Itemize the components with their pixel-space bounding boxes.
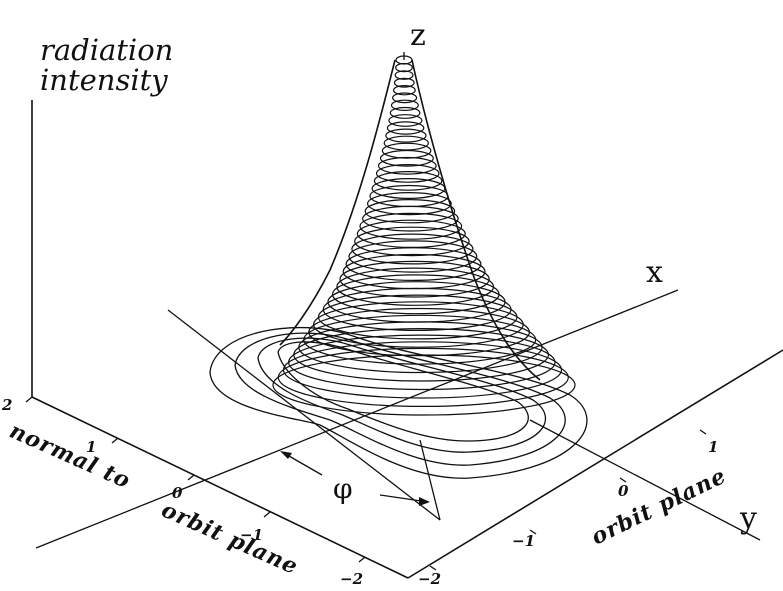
left-axis-title-1: normal to: [6, 418, 135, 494]
right-tick-label: 1: [708, 438, 718, 456]
peak-outline-left: [279, 59, 396, 346]
peak-outline-right: [411, 59, 541, 381]
tick-mark: [358, 556, 366, 563]
left-tick-label: 0: [172, 484, 183, 502]
tick-mark: [25, 396, 33, 403]
peak-surface: [272, 55, 576, 416]
peak-ring: [359, 212, 463, 240]
tick-mark: [187, 474, 195, 481]
right-axis-title: orbit plane: [587, 463, 730, 551]
contour-ring: [234, 332, 566, 466]
peak-ring: [377, 156, 437, 175]
y-axis-line-back: [167, 309, 441, 521]
peak-ring: [272, 354, 576, 416]
left-tick-label: 1: [86, 438, 96, 456]
peak-ring: [388, 114, 423, 127]
peak-ring: [362, 205, 459, 232]
contour-ring: [277, 341, 529, 442]
left-tick-label: −1: [240, 526, 263, 544]
ylabel-line2: intensity: [40, 63, 168, 97]
tick-mark: [111, 437, 119, 444]
left-axis-ticks: [25, 396, 366, 563]
phi-arrowhead-right: [419, 497, 430, 506]
left-axis-title-2: orbit plane: [158, 497, 303, 580]
peak-ring: [385, 128, 427, 143]
base-front-right-edge: [407, 349, 783, 579]
phi-ray: [419, 439, 441, 521]
peak-ring: [394, 70, 414, 80]
peak-ring: [339, 260, 490, 298]
right-axis-ticks: [429, 429, 707, 571]
peak-ring: [395, 62, 413, 73]
contour-ring: [257, 337, 546, 453]
tick-mark: [429, 565, 437, 571]
tick-mark: [619, 477, 627, 483]
peak-ring: [369, 184, 449, 208]
peak-ring: [393, 77, 415, 88]
phi-arrowhead-left: [280, 451, 292, 459]
peak-ring: [386, 121, 425, 135]
peak-ring: [390, 99, 419, 112]
tick-mark: [529, 529, 537, 535]
x-axis-line: [35, 289, 679, 549]
peak-ring: [351, 233, 474, 265]
peak-ring: [345, 247, 482, 282]
peak-ring: [367, 192, 452, 216]
right-tick-label: −1: [512, 532, 535, 550]
right-tick-label: −2: [418, 570, 441, 588]
peak-ring: [373, 170, 443, 191]
left-tick-label: 2: [1, 396, 12, 414]
base-contours: [209, 326, 588, 479]
right-tick-label: 0: [618, 482, 629, 500]
ylabel-line1: radiation: [40, 33, 173, 67]
z-axis-label: z: [410, 18, 426, 53]
left-tick-label: −2: [340, 570, 363, 588]
peak-ring: [393, 84, 416, 96]
contour-ring: [209, 326, 588, 479]
tick-mark: [699, 429, 707, 435]
y-axis-line-front: [529, 419, 761, 541]
peak-ring: [364, 198, 456, 224]
base-front-left-edge: [31, 396, 409, 579]
peak-ring: [375, 163, 440, 183]
peak-ring: [392, 92, 418, 104]
peak-ring: [379, 149, 434, 167]
x-axis-label: x: [646, 255, 663, 290]
peak-ring: [389, 106, 421, 119]
peak-ring: [354, 226, 470, 257]
peak-ring: [348, 240, 478, 273]
y-axis-label: y: [739, 501, 757, 536]
phi-label: φ: [333, 472, 353, 505]
tick-mark: [263, 511, 271, 518]
